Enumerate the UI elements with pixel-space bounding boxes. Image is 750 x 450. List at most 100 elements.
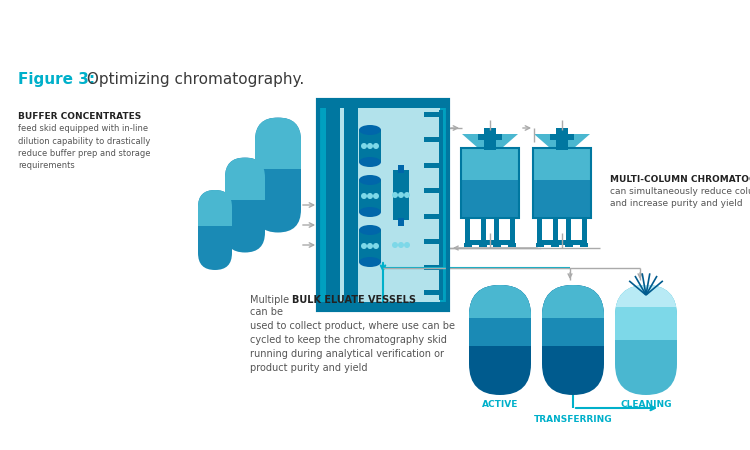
Circle shape [398, 192, 404, 198]
Ellipse shape [359, 257, 381, 267]
Ellipse shape [359, 175, 381, 185]
FancyBboxPatch shape [225, 158, 265, 252]
Bar [424, 265, 442, 270]
Bar [493, 243, 501, 247]
FancyBboxPatch shape [225, 158, 265, 252]
Bar [466, 218, 470, 243]
Circle shape [373, 193, 379, 199]
Bar [359, 180, 381, 212]
Ellipse shape [359, 125, 381, 135]
Ellipse shape [359, 157, 381, 167]
Bar [424, 112, 442, 117]
Bar [464, 243, 472, 247]
Bar [556, 128, 568, 150]
Bar [566, 218, 572, 243]
Text: Optimizing chromatography.: Optimizing chromatography. [82, 72, 304, 87]
Bar [461, 148, 519, 218]
Text: TRANSFERRING: TRANSFERRING [534, 415, 612, 424]
Bar [326, 108, 440, 302]
FancyBboxPatch shape [615, 285, 677, 395]
Bar [398, 165, 404, 173]
Bar [565, 243, 573, 247]
Circle shape [367, 243, 373, 249]
Bar [494, 218, 500, 243]
Bar [466, 240, 514, 245]
Bar [318, 100, 448, 310]
FancyBboxPatch shape [469, 285, 531, 395]
Bar [461, 148, 519, 218]
Bar [424, 188, 442, 194]
Bar [551, 243, 559, 247]
Bar [398, 218, 404, 226]
Bar [533, 148, 591, 218]
Circle shape [361, 143, 367, 149]
Bar [424, 214, 442, 219]
FancyBboxPatch shape [615, 285, 677, 395]
Bar [553, 218, 557, 243]
Text: BUFFER CONCENTRATES: BUFFER CONCENTRATES [18, 112, 141, 121]
Bar [424, 163, 442, 168]
Text: feed skid equipped with in-line
dilution capability to drastically
reduce buffer: feed skid equipped with in-line dilution… [18, 124, 151, 171]
FancyBboxPatch shape [615, 285, 677, 395]
Text: BULK ELUATE VESSELS: BULK ELUATE VESSELS [292, 295, 416, 305]
Bar [424, 239, 442, 244]
Bar [479, 243, 487, 247]
Bar [318, 100, 448, 108]
Circle shape [361, 193, 367, 199]
FancyBboxPatch shape [198, 190, 232, 270]
Bar [550, 134, 574, 140]
Polygon shape [534, 134, 590, 148]
Circle shape [392, 192, 398, 198]
Bar [508, 243, 516, 247]
Bar [478, 134, 502, 140]
FancyBboxPatch shape [469, 285, 531, 395]
Circle shape [361, 243, 367, 249]
Bar [439, 110, 443, 300]
Bar [536, 243, 544, 247]
Text: Multiple: Multiple [250, 295, 292, 305]
Bar [533, 180, 591, 218]
Bar [580, 243, 588, 247]
Bar [538, 240, 586, 245]
Circle shape [404, 192, 410, 198]
FancyBboxPatch shape [542, 285, 604, 395]
FancyBboxPatch shape [255, 117, 301, 233]
Bar [393, 170, 409, 220]
Circle shape [392, 242, 398, 248]
Bar [424, 137, 442, 143]
Bar [344, 108, 358, 302]
Circle shape [373, 243, 379, 249]
Bar [326, 108, 440, 302]
Bar [326, 108, 340, 302]
Circle shape [373, 143, 379, 149]
Bar [533, 148, 591, 218]
FancyBboxPatch shape [469, 285, 531, 395]
Ellipse shape [359, 207, 381, 217]
Bar [359, 230, 381, 262]
FancyBboxPatch shape [255, 117, 301, 233]
Bar [581, 218, 586, 243]
Circle shape [398, 242, 404, 248]
Bar [359, 130, 381, 162]
Circle shape [367, 193, 373, 199]
Polygon shape [462, 134, 518, 148]
FancyBboxPatch shape [542, 285, 604, 395]
FancyBboxPatch shape [198, 190, 232, 270]
Bar [461, 180, 519, 218]
Text: CLEANING: CLEANING [620, 400, 672, 409]
Text: MULTI-COLUMN CHROMATOGRAPHY: MULTI-COLUMN CHROMATOGRAPHY [610, 175, 750, 184]
Bar [424, 290, 442, 295]
FancyBboxPatch shape [542, 285, 604, 395]
Bar [538, 218, 542, 243]
Ellipse shape [359, 225, 381, 235]
Text: ACTIVE: ACTIVE [482, 400, 518, 409]
Bar [318, 302, 448, 310]
Bar [481, 218, 485, 243]
Circle shape [367, 143, 373, 149]
Text: can simultaneously reduce column size
and increase purity and yield: can simultaneously reduce column size an… [610, 187, 750, 208]
Circle shape [404, 242, 410, 248]
Bar [509, 218, 515, 243]
Text: Figure 3:: Figure 3: [18, 72, 95, 87]
Text: can be
used to collect product, where use can be
cycled to keep the chromatograp: can be used to collect product, where us… [250, 307, 455, 373]
Bar [484, 128, 496, 150]
